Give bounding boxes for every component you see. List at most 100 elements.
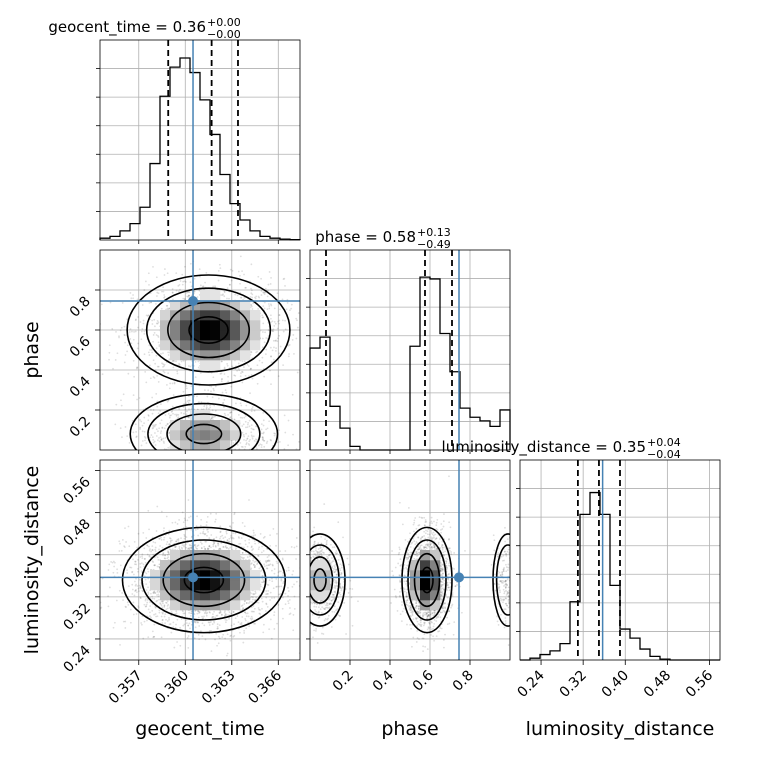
sample-point [143,416,146,419]
sample-point [276,340,279,343]
sample-point [258,612,261,615]
sample-point [212,545,215,548]
sample-point [115,599,118,602]
sample-point [208,454,210,456]
sample-point [250,546,253,549]
sample-point [162,554,164,557]
sample-point [290,307,293,310]
sample-point [261,575,264,577]
sample-point [250,263,253,266]
sample-point [151,323,154,325]
sample-point [156,599,159,602]
sample-point [208,537,211,539]
sample-point [206,457,208,459]
density-cell [240,340,251,351]
sample-point [183,403,186,405]
sample-point [151,319,154,322]
sample-point [156,454,158,456]
sample-point [161,362,163,365]
sample-point [166,600,169,603]
sample-point [221,636,224,638]
sample-point [114,359,117,361]
sample-point [227,375,229,378]
sample-point [251,601,253,603]
sample-point [247,435,250,438]
sample-point [261,436,264,439]
sample-point [167,422,169,425]
sample-point [159,436,162,439]
sample-point [182,360,185,362]
sample-point [165,608,168,611]
sample-point [114,423,117,426]
sample-point [229,411,232,414]
sample-point [184,281,187,283]
sample-point [239,375,242,378]
density-cell [230,300,241,311]
sample-point [183,280,186,283]
sample-point [194,626,197,629]
sample-point [273,611,276,614]
sample-point [275,585,278,588]
sample-point [187,454,189,456]
sample-point [171,548,174,551]
sample-point [245,627,248,630]
sample-point [227,614,229,616]
sample-point [217,270,220,272]
truth-marker [188,296,199,306]
sample-point [175,545,178,548]
sample-point [120,549,123,552]
sample-point [137,342,140,345]
sample-point [221,453,223,455]
sample-point [221,455,223,457]
sample-point [248,419,251,422]
sample-point [153,424,156,427]
sample-point [262,424,265,427]
sample-point [262,419,265,422]
sample-point [168,543,170,546]
sample-point [236,294,239,297]
sample-point [188,416,190,419]
sample-point [151,630,154,633]
sample-point [140,330,143,333]
density-cell [230,430,241,441]
sample-point [132,359,135,362]
sample-point [140,420,143,423]
sample-point [251,428,254,431]
sample-point [139,578,141,581]
sample-point [253,439,256,442]
sample-point [154,548,157,551]
sample-point [198,401,200,403]
sample-point [246,556,249,558]
sample-point [160,419,163,422]
sample-point [147,414,150,416]
sample-point [254,560,257,563]
sample-point [248,440,251,443]
sample-point [221,378,223,380]
sample-point [233,623,235,626]
sample-point [291,339,294,341]
contour-line [145,287,272,373]
sample-point [260,423,263,426]
sample-point [254,592,257,594]
density-cell [230,310,241,321]
sample-point [178,545,181,548]
sample-point [120,399,122,402]
sample-point [264,291,266,293]
sample-point [226,539,229,541]
sample-point [233,454,235,456]
sample-point [163,604,166,606]
sample-point [257,601,260,604]
sample-point [239,255,242,258]
sample-point [250,610,253,613]
sample-point [210,417,213,419]
sample-point [239,296,242,299]
sample-point [262,305,265,308]
sample-point [232,635,235,638]
sample-point [257,275,260,278]
sample-point [144,561,147,564]
density-cell [160,310,171,321]
sample-point [190,294,193,297]
sample-point [229,639,232,642]
sample-point [239,402,242,405]
sample-point [173,381,176,384]
